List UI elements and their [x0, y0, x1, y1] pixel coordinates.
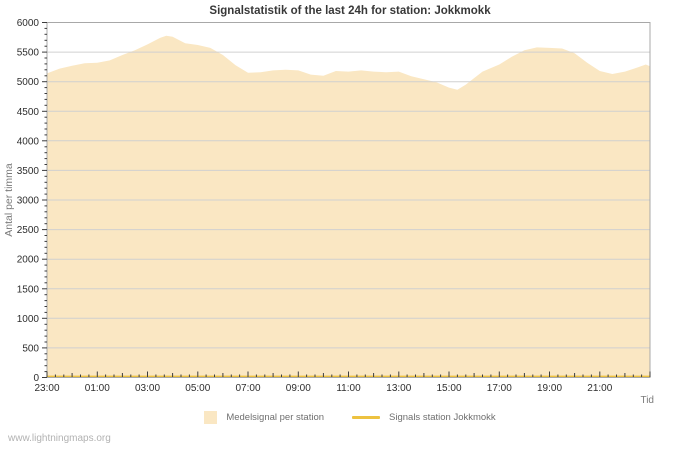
x-tick-label: 13:00	[386, 383, 411, 394]
x-tick-label: 15:00	[436, 383, 461, 394]
y-tick-label: 3000	[17, 196, 40, 207]
x-axis-ticks: 23:00 01:00 03:00 05:00 07:00 09:00 11:00 13:00…	[34, 371, 651, 394]
y-tick-label: 4000	[17, 136, 40, 147]
gridlines	[47, 51, 650, 349]
x-axis-title: Tid	[640, 395, 654, 406]
x-tick-label: 09:00	[286, 383, 311, 394]
legend: Medelsignal per station Signals station …	[0, 411, 700, 424]
y-tick-label: 1000	[17, 314, 40, 325]
y-tick-label: 5500	[17, 48, 40, 59]
y-axis-ticks: 0 500 1000 1500 2000 2500 3000 3500 4000 4500 5000…	[17, 18, 47, 384]
legend-label-signals: Signals station Jokkmokk	[389, 412, 496, 423]
legend-line-swatch	[352, 416, 381, 419]
chart-title: Signalstatistik of the last 24h for stat…	[209, 5, 491, 17]
y-tick-label: 500	[22, 343, 39, 354]
y-tick-label: 1500	[17, 284, 40, 295]
plot-area: 0 500 1000 1500 2000 2500 3000 3500 4000 4500 5000…	[17, 18, 651, 394]
x-tick-label: 21:00	[587, 383, 612, 394]
legend-area-swatch	[204, 411, 218, 424]
y-tick-label: 0	[33, 373, 39, 384]
y-tick-label: 5000	[17, 77, 40, 88]
x-tick-label: 19:00	[537, 383, 562, 394]
x-tick-label: 01:00	[85, 383, 110, 394]
legend-label-medelsignal: Medelsignal per station	[226, 412, 325, 423]
x-tick-label: 23:00	[34, 383, 59, 394]
area-series	[47, 35, 650, 378]
x-tick-label: 03:00	[135, 383, 160, 394]
x-tick-label: 07:00	[235, 383, 260, 394]
y-tick-label: 6000	[17, 18, 40, 29]
y-tick-label: 3500	[17, 166, 40, 177]
y-tick-label: 4500	[17, 107, 40, 118]
y-tick-label: 2000	[17, 255, 40, 266]
y-tick-label: 2500	[17, 225, 40, 236]
x-tick-label: 11:00	[336, 383, 361, 394]
x-tick-label: 17:00	[487, 383, 512, 394]
x-tick-label: 05:00	[185, 383, 210, 394]
watermark-text: www.lightningmaps.org	[8, 433, 111, 444]
